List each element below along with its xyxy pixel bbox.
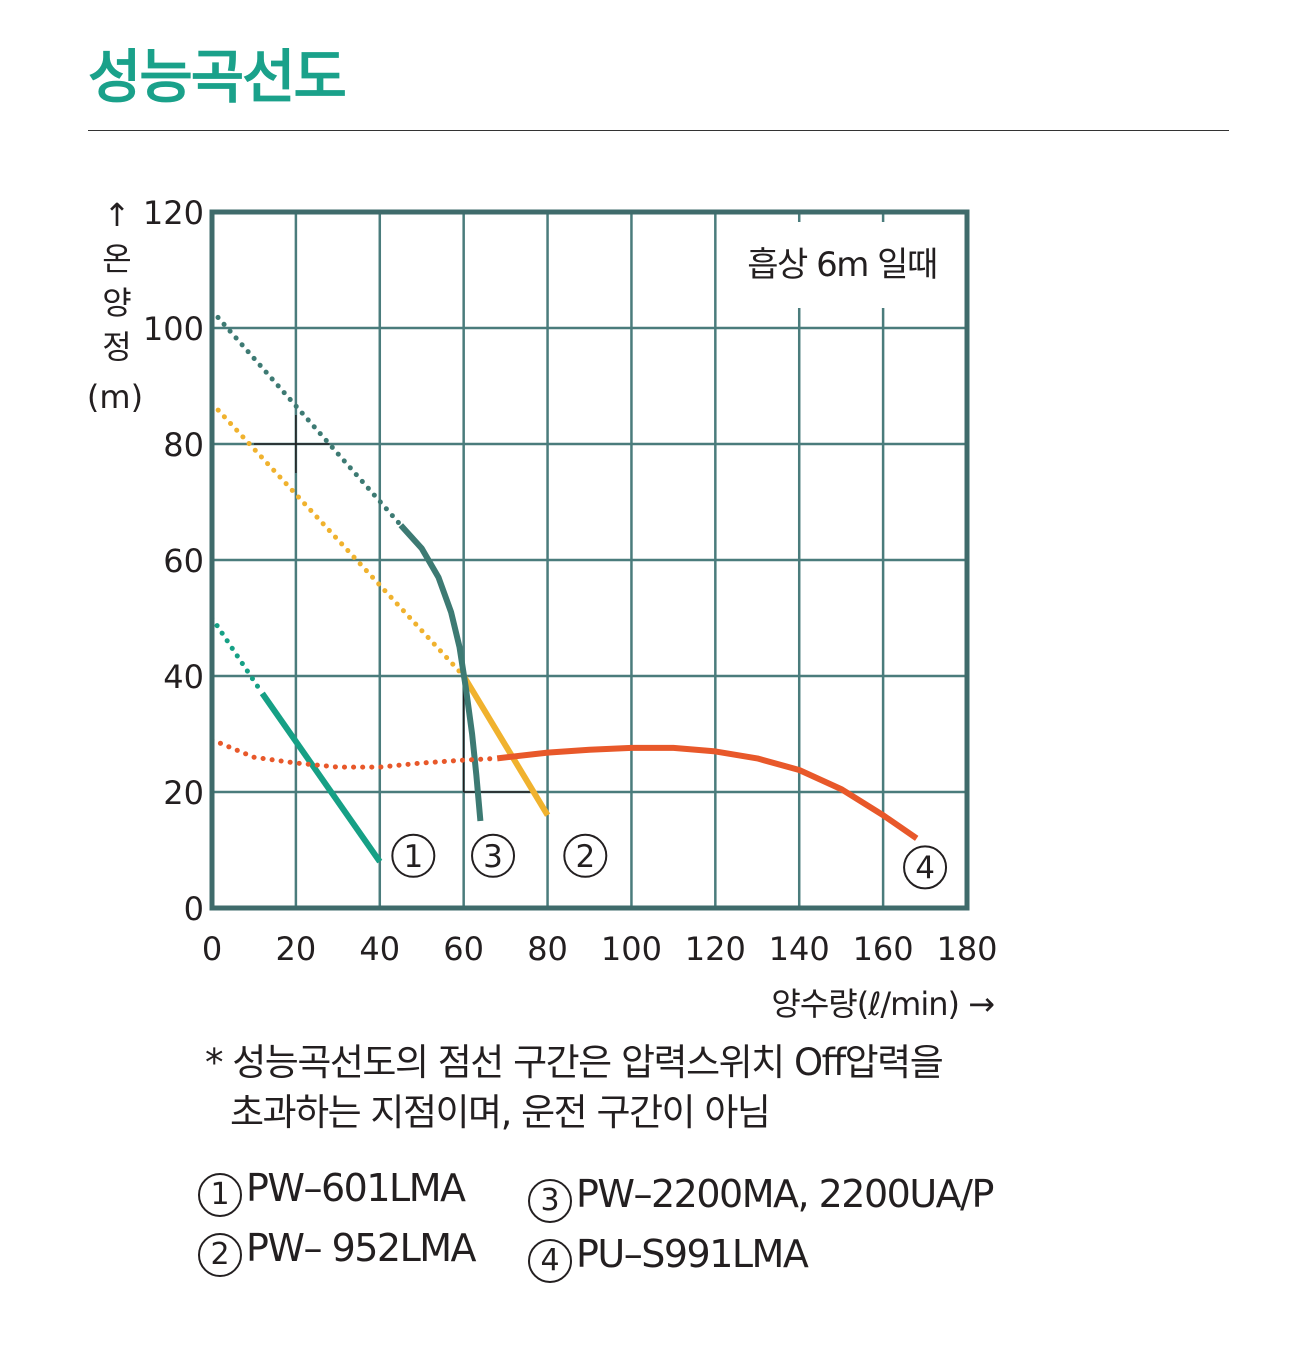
series-marker-label: 3 [483,839,503,875]
chart-annotation: 흡상 6m 일때 [747,245,937,285]
y-axis-label-char: 정 [102,328,131,366]
legend-label-2: PW– 952LMA [246,1226,477,1270]
y-tick-label: 100 [143,310,204,348]
series-2-dotted-line [209,400,467,679]
x-tick-label: 60 [443,930,484,968]
x-tick-label: 140 [769,930,830,968]
series-3: 3 [209,308,516,878]
series-marker-circle [391,833,436,878]
y-tick-label: 0 [184,890,204,928]
legend-number-1: 1 [198,1173,242,1217]
y-axis-label-char: 온 [102,240,131,278]
page-title: 성능곡선도 [88,43,347,111]
y-axis-label-char: 양 [102,284,131,322]
x-tick-label: 80 [527,930,568,968]
legend-label-1: PW–601LMA [246,1166,466,1210]
plot-frame [209,209,970,911]
x-tick-label: 40 [359,930,400,968]
footnote-line-1: * 성능곡선도의 점선 구간은 압력스위치 Off압력을 [205,1041,944,1084]
y-axis-arrow: ↑ [104,196,131,234]
x-axis-label: 양수량(ℓ/min) → [771,985,994,1023]
x-tick-labels: 0 20 40 60 80 100 120 140 160 180 [202,930,998,968]
legend-number-3: 3 [528,1179,572,1223]
y-tick-label: 20 [163,774,204,812]
x-tick-label: 180 [936,930,997,968]
legend-number-2: 2 [198,1233,242,1277]
legend-number-4: 4 [528,1239,572,1283]
grid [212,212,967,908]
x-tick-label: 120 [685,930,746,968]
series: 1 2 3 4 [209,308,948,890]
series-4-solid-line [496,744,919,841]
footnote: * 성능곡선도의 점선 구간은 압력스위치 Off압력을 초과하는 지점이며, … [205,1038,944,1138]
series-3-solid-line [398,523,484,822]
x-tick-label: 160 [853,930,914,968]
series-marker-label: 1 [403,839,423,875]
series-marker-label: 2 [575,839,595,875]
legend-item-4: 4 PU–S991LMA [528,1232,809,1283]
x-tick-label: 20 [276,930,317,968]
series-3-dotted-line [209,308,404,528]
legend-label-3: PW–2200MA, 2200UA/P [576,1172,994,1216]
performance-chart: 흡상 6m 일때 1 2 3 4 0 20 40 60 80 100 120 140 160 180 0… [87,194,998,1023]
y-axis-label: ↑ 온양정 (m) [87,196,143,416]
series-2: 2 [209,400,608,878]
x-tick-label: 100 [601,930,662,968]
legend-item-3: 3 PW–2200MA, 2200UA/P [528,1172,994,1223]
y-tick-label: 80 [163,426,204,464]
y-tick-label: 40 [163,658,204,696]
series-marker-circle [563,833,608,878]
series-marker-circle [471,833,516,878]
series-4: 4 [209,737,948,890]
series-1-dotted-line [209,615,265,696]
legend-label-4: PU–S991LMA [576,1232,809,1276]
y-tick-labels: 0 20 40 60 80 100 120 [143,194,204,928]
title-divider [88,130,1229,131]
series-4-dotted-line [209,737,500,770]
series-1-solid-line [259,691,383,864]
series-marker-label: 4 [915,850,935,886]
legend-item-1: 1 PW–601LMA [198,1166,466,1217]
y-tick-label: 120 [143,194,204,232]
y-tick-label: 60 [163,542,204,580]
annotation-background [718,222,964,308]
footnote-line-2: 초과하는 지점이며, 운전 구간이 아님 [230,1091,771,1134]
y-axis-unit: (m) [87,378,143,416]
legend-item-2: 2 PW– 952LMA [198,1226,477,1277]
series-1: 1 [209,615,436,878]
series-marker-circle [903,845,948,890]
series-2-solid-line [461,674,551,817]
x-tick-label: 0 [202,930,222,968]
